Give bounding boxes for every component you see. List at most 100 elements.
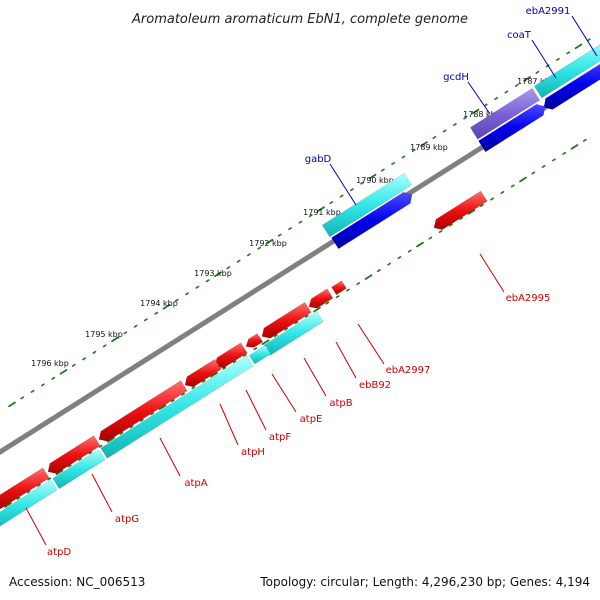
- minor-tick: [20, 396, 25, 400]
- minor-tick: [201, 379, 206, 383]
- gene-label-ebB92[interactable]: ebB92: [359, 380, 391, 391]
- minor-tick: [438, 230, 443, 234]
- minor-tick: [257, 246, 262, 250]
- minor-tick: [562, 151, 567, 155]
- major-tick: [519, 176, 527, 183]
- minor-tick: [391, 162, 395, 166]
- gene-label-gabD[interactable]: gabD: [305, 154, 332, 165]
- gene-atpG[interactable]: [47, 435, 101, 474]
- gene-blue-1791[interactable]: [331, 191, 413, 250]
- gene-label-atpB[interactable]: atpB: [329, 398, 352, 409]
- gene-coaT[interactable]: [533, 39, 600, 99]
- kbp-label: 1787 kbp: [517, 77, 555, 86]
- gene-atpA[interactable]: [98, 380, 188, 442]
- minor-tick: [356, 282, 361, 286]
- major-tick: [8, 401, 16, 408]
- leader-ebA2991: [571, 15, 598, 57]
- minor-tick: [222, 366, 227, 370]
- gene-cyan-atp-2[interactable]: [248, 344, 272, 365]
- gene-gcdH[interactable]: [469, 87, 541, 140]
- leader-atpE: [271, 373, 297, 413]
- minor-tick: [71, 363, 76, 367]
- minor-tick: [298, 220, 303, 224]
- gene-label-ebA2991[interactable]: ebA2991: [526, 6, 571, 17]
- minor-tick: [350, 188, 354, 192]
- map-title: Aromatoleum aromaticum EbN1, complete ge…: [131, 12, 468, 27]
- gene-cyan-atp-3[interactable]: [100, 355, 254, 459]
- gene-ebA2991[interactable]: [543, 59, 600, 110]
- minor-tick: [459, 217, 464, 221]
- minor-tick: [325, 301, 330, 305]
- gene-atpD[interactable]: [0, 467, 50, 510]
- minor-tick: [288, 227, 292, 231]
- minor-tick: [407, 249, 412, 253]
- gene-ebB92[interactable]: [308, 288, 334, 309]
- minor-tick: [490, 197, 494, 201]
- minor-tick: [329, 201, 334, 205]
- gene-blue-1789[interactable]: [478, 103, 546, 153]
- gene-label-ebA2995[interactable]: ebA2995: [506, 293, 551, 304]
- gene-label-atpH[interactable]: atpH: [241, 447, 265, 458]
- gene-label-gcdH[interactable]: gcdH: [443, 72, 469, 83]
- gene-gabD[interactable]: [321, 172, 413, 238]
- minor-tick: [140, 418, 144, 422]
- minor-tick: [41, 383, 45, 387]
- minor-tick: [483, 103, 488, 107]
- gene-label-coaT[interactable]: coaT: [507, 30, 532, 41]
- gene-label-atpA[interactable]: atpA: [184, 478, 207, 489]
- leader-ebA2997: [357, 323, 385, 365]
- minor-tick: [582, 138, 587, 142]
- gene-label-atpD[interactable]: atpD: [47, 547, 71, 558]
- leader-atpH: [219, 403, 239, 446]
- minor-tick: [566, 51, 571, 55]
- gene-cyan-atp-5[interactable]: [0, 479, 58, 531]
- kbp-label: 1794 kbp: [140, 299, 178, 308]
- minor-tick: [144, 318, 148, 322]
- major-tick: [55, 469, 64, 476]
- major-tick: [313, 306, 321, 313]
- leader-ebA2995: [479, 253, 505, 293]
- minor-tick: [174, 298, 179, 302]
- minor-tick: [304, 314, 309, 318]
- kbp-label: 1793 kbp: [194, 269, 232, 278]
- minor-tick: [119, 431, 124, 435]
- kbp-label: 1792 kbp: [249, 239, 287, 248]
- major-tick: [471, 108, 480, 115]
- minor-tick: [442, 129, 447, 133]
- minor-tick: [226, 266, 231, 270]
- minor-tick: [387, 262, 391, 266]
- minor-tick: [191, 386, 196, 390]
- minor-tick: [335, 295, 340, 299]
- gene-label-atpF[interactable]: atpF: [269, 432, 291, 443]
- gene-cyan-atp-4[interactable]: [52, 449, 106, 490]
- gene-atpF[interactable]: [184, 358, 222, 388]
- leader-atpB: [303, 357, 327, 397]
- leader-atpF: [245, 389, 267, 431]
- minor-tick: [463, 116, 468, 120]
- gene-atpE[interactable]: [245, 333, 264, 348]
- gene-features: [0, 39, 600, 531]
- minor-tick: [500, 190, 505, 194]
- gene-ebA2997[interactable]: [331, 280, 347, 296]
- major-tick: [416, 241, 424, 248]
- gene-label-atpG[interactable]: atpG: [115, 514, 139, 525]
- minor-tick: [428, 236, 433, 240]
- gene-ebA2995[interactable]: [433, 190, 488, 230]
- label-leaders: [25, 15, 598, 546]
- minor-tick: [535, 70, 540, 74]
- major-tick: [574, 43, 583, 50]
- minor-tick: [346, 288, 350, 292]
- minor-tick: [541, 164, 546, 168]
- gene-atpH[interactable]: [214, 342, 248, 369]
- gene-atpB[interactable]: [261, 301, 312, 339]
- minor-tick: [479, 204, 484, 207]
- gene-label-atpE[interactable]: atpE: [300, 414, 323, 425]
- minor-tick: [360, 181, 365, 185]
- gene-label-ebA2997[interactable]: ebA2997: [386, 365, 431, 376]
- leader-gcdH: [467, 81, 491, 115]
- major-tick: [111, 336, 119, 343]
- kbp-label: 1791 kbp: [303, 208, 341, 217]
- leader-atpD: [25, 507, 47, 546]
- leader-gabD: [329, 163, 357, 206]
